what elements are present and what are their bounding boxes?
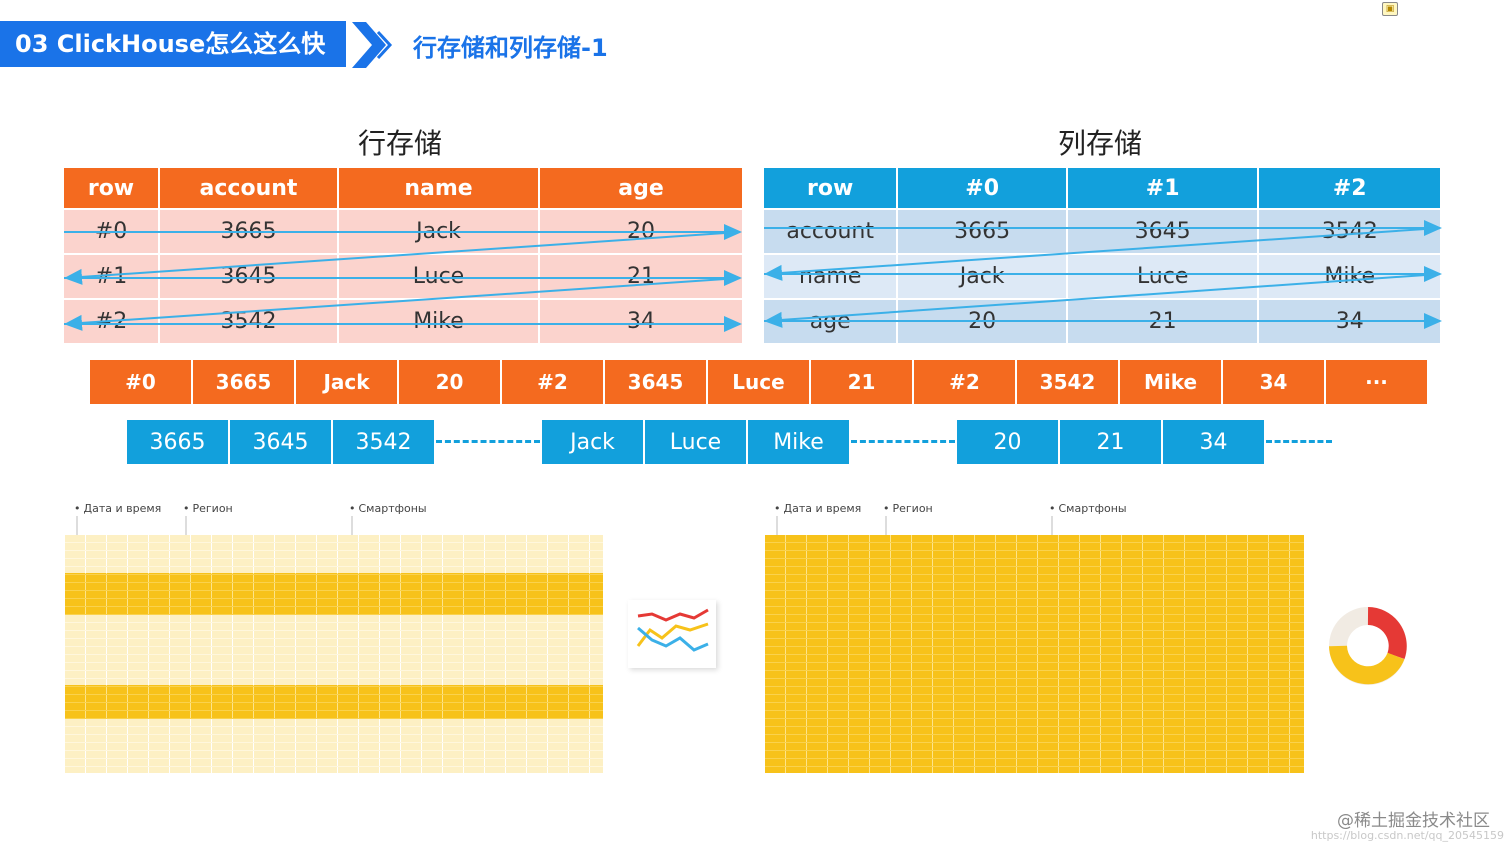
table-cell: Luce [1067,255,1258,298]
header-cell: age [540,168,742,208]
storage-cell: 34 [1223,360,1324,404]
row-storage-layout: #0 3665 Jack 20 #2 3645 Luce 21 #2 3542 … [90,360,1427,404]
section-badge: 03 ClickHouse怎么这么快 [0,21,346,67]
table-cell: 3645 [1067,210,1258,253]
grid-label: Регион [183,502,233,515]
storage-cell: 21 [811,360,912,404]
storage-cell: Luce [645,420,746,464]
storage-cell: Mike [1120,360,1221,404]
donut-chart-icon [1329,607,1407,685]
row-store-title: 行存储 [358,127,443,160]
table-cell: Luce [339,255,538,298]
storage-cell: #2 [502,360,603,404]
header-cell: row [764,168,897,208]
table-header-row: row #0 #1 #2 [764,168,1440,208]
table-cell: 3542 [1259,210,1440,253]
storage-cell: 3645 [230,420,331,464]
slide-subtitle: 行存储和列存储-1 [413,34,608,62]
table-cell: 3665 [898,210,1066,253]
storage-cell: 3542 [333,420,434,464]
table-cell: name [764,255,897,298]
storage-cell: 3645 [605,360,706,404]
table-row: name Jack Luce Mike [764,255,1440,298]
row-scan-illustration [65,535,603,773]
table-cell: 21 [540,255,742,298]
grid-label: Дата и время [774,502,862,515]
table-row: account 3665 3645 3542 [764,210,1440,253]
row-scan-grid [65,535,603,773]
table-cell: Mike [339,300,538,343]
table-row: #1 3645 Luce 21 [64,255,742,298]
column-storage-layout: 3665 3645 3542 Jack Luce Mike 20 21 34 [127,420,1332,464]
storage-cell: 34 [1163,420,1264,464]
storage-cell: 3665 [193,360,294,404]
read-order-arrows [64,220,1442,332]
header-cell: account [160,168,337,208]
storage-cell: Luce [708,360,809,404]
column-scan-grid [765,535,1304,773]
chevron-right-icon [352,22,393,68]
header-cell: #2 [1259,168,1440,208]
storage-cell: 3542 [1017,360,1118,404]
header-cell: name [339,168,538,208]
header-cell: row [64,168,158,208]
storage-cell: 3665 [127,420,228,464]
grid-label: Смартфоны [349,502,427,515]
label-ticks [76,516,1053,536]
table-cell: Mike [1259,255,1440,298]
storage-cell: 21 [1060,420,1161,464]
storage-cell-ellipsis: ··· [1326,360,1427,404]
storage-cell: Jack [542,420,643,464]
line-chart-icon [628,600,716,668]
table-cell: 34 [540,300,742,343]
header-cell: #0 [898,168,1066,208]
column-scan-illustration [765,535,1304,773]
storage-cell: Jack [296,360,397,404]
grid-label: Смартфоны [1049,502,1127,515]
table-header-row: row account name age [64,168,742,208]
grid-label: Регион [883,502,933,515]
storage-cell: #0 [90,360,191,404]
watermark: @稀土掘金技术社区 [1337,811,1490,831]
column-store-title: 列存储 [1058,127,1143,160]
grid-label: Дата и время [74,502,162,515]
gap-separator [1266,440,1332,443]
watermark-url: https://blog.csdn.net/qq_20545159 [1310,829,1504,842]
storage-cell: 20 [957,420,1058,464]
table-cell: account [764,210,897,253]
gap-separator [436,440,540,443]
storage-cell: Mike [748,420,849,464]
header-cell: #1 [1067,168,1258,208]
lock-icon[interactable]: ▣ [1382,2,1398,16]
storage-cell: #2 [914,360,1015,404]
column-store-table: row #0 #1 #2 account 3665 3645 3542 name… [762,166,1442,345]
gap-separator [851,440,955,443]
storage-cell: 20 [399,360,500,404]
